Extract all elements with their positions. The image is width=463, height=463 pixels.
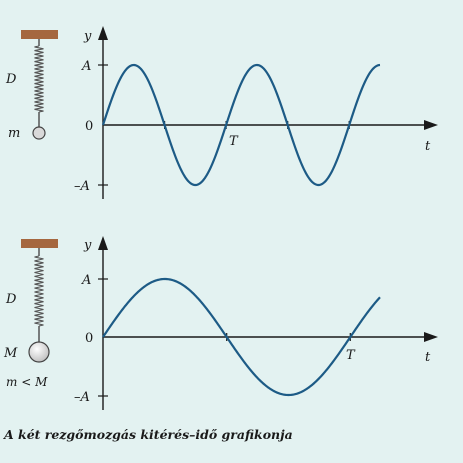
bottom-ceiling: [21, 239, 58, 248]
bottom-tick-zero-label: 0: [85, 331, 93, 346]
top-mass-ball-icon: [32, 126, 46, 140]
bottom-mass-ball-icon: [28, 341, 50, 363]
bottom-mass-label: M: [3, 346, 18, 361]
bottom-y-axis-label: y: [83, 238, 92, 253]
bottom-spring-label: D: [5, 292, 17, 307]
top-mass-label: m: [8, 126, 20, 141]
top-period-label: T: [229, 134, 239, 149]
top-diagram: D m y t A 0 –A T: [5, 26, 438, 199]
top-tick-zero-label: 0: [85, 119, 93, 134]
bottom-x-axis-label: t: [425, 350, 431, 365]
top-ceiling: [21, 30, 58, 39]
top-y-axis-label: y: [83, 29, 92, 44]
top-sine-curve: [101, 63, 381, 187]
bottom-spring-icon: [34, 255, 44, 327]
figure-caption: A két rezgőmozgás kitérés–idő grafikonja: [4, 427, 293, 442]
top-tick-a-label: A: [81, 59, 91, 74]
top-tick-neg-a-label: –A: [74, 179, 90, 194]
bottom-tick-neg-a-label: –A: [74, 390, 90, 405]
top-spring-label: D: [5, 72, 17, 87]
top-x-axis-label: t: [425, 139, 431, 154]
bottom-mass-comparison-label: m < M: [6, 375, 48, 389]
top-spring-icon: [34, 45, 44, 113]
bottom-sine-curve: [102, 277, 381, 397]
bottom-y-axis-arrow-icon: [98, 236, 108, 250]
bottom-x-axis-arrow-icon: [424, 332, 438, 342]
top-y-axis-arrow-icon: [98, 26, 108, 40]
bottom-tick-a-label: A: [81, 273, 91, 288]
bottom-period-label: T: [346, 348, 356, 363]
top-x-axis-arrow-icon: [424, 120, 438, 130]
bottom-diagram: D M m < M y t A 0 –A T: [3, 236, 438, 410]
